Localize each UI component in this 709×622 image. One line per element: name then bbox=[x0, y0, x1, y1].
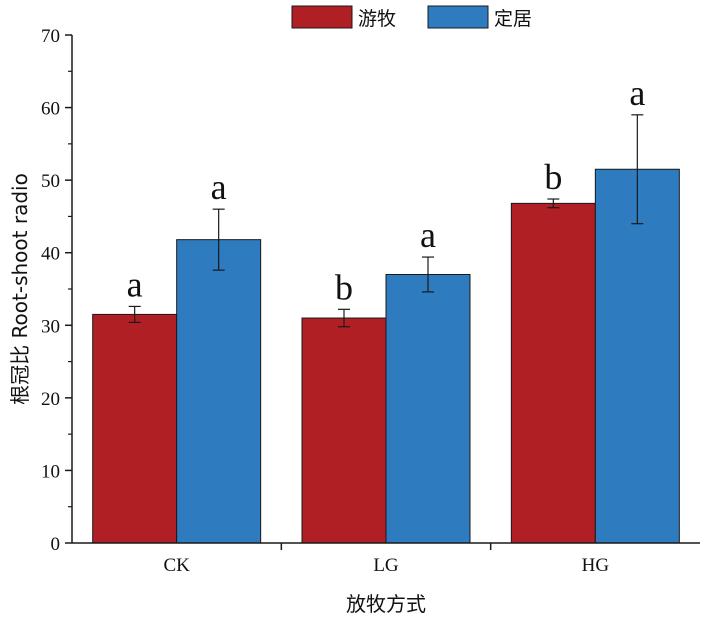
legend-label-2: 定居 bbox=[494, 8, 532, 30]
x-tick-label-ck: CK bbox=[163, 555, 190, 576]
legend-swatch-1 bbox=[291, 5, 353, 29]
bar-ck-s1 bbox=[92, 313, 178, 544]
x-tick-label-hg: HG bbox=[582, 555, 610, 576]
significance-label: a bbox=[127, 264, 143, 304]
legend-swatch-2 bbox=[427, 5, 489, 29]
y-tick-label: 70 bbox=[41, 26, 60, 47]
bar-hg-s2 bbox=[594, 168, 680, 544]
x-axis-title: 放牧方式 bbox=[346, 592, 426, 616]
bar-lg-s1 bbox=[301, 317, 387, 544]
y-tick-label: 40 bbox=[41, 244, 60, 265]
legend: 游牧 定居 bbox=[291, 5, 532, 30]
x-tick-label-lg: LG bbox=[373, 555, 399, 576]
significance-label: a bbox=[629, 73, 645, 113]
bar-lg-s2 bbox=[385, 273, 471, 544]
y-tick-label: 30 bbox=[41, 316, 60, 337]
significance-label: a bbox=[211, 167, 227, 207]
significance-label: b bbox=[335, 267, 353, 307]
plot-area: a b b a a a bbox=[92, 73, 680, 544]
y-tick-label: 60 bbox=[41, 99, 60, 120]
bar-ck-s2 bbox=[176, 239, 262, 544]
y-tick-label: 10 bbox=[41, 461, 60, 482]
significance-label: a bbox=[420, 215, 436, 255]
y-tick-label: 0 bbox=[51, 534, 61, 555]
legend-label-1: 游牧 bbox=[358, 8, 396, 30]
y-tick-label: 20 bbox=[41, 389, 60, 410]
y-tick-label: 50 bbox=[41, 171, 60, 192]
y-axis-title: 根冠比 Root-shoot radio bbox=[8, 173, 32, 405]
bar-hg-s1 bbox=[510, 202, 596, 544]
axes: 0 10 20 30 40 50 60 70 CK LG HG bbox=[41, 26, 700, 576]
significance-label: b bbox=[544, 157, 562, 197]
